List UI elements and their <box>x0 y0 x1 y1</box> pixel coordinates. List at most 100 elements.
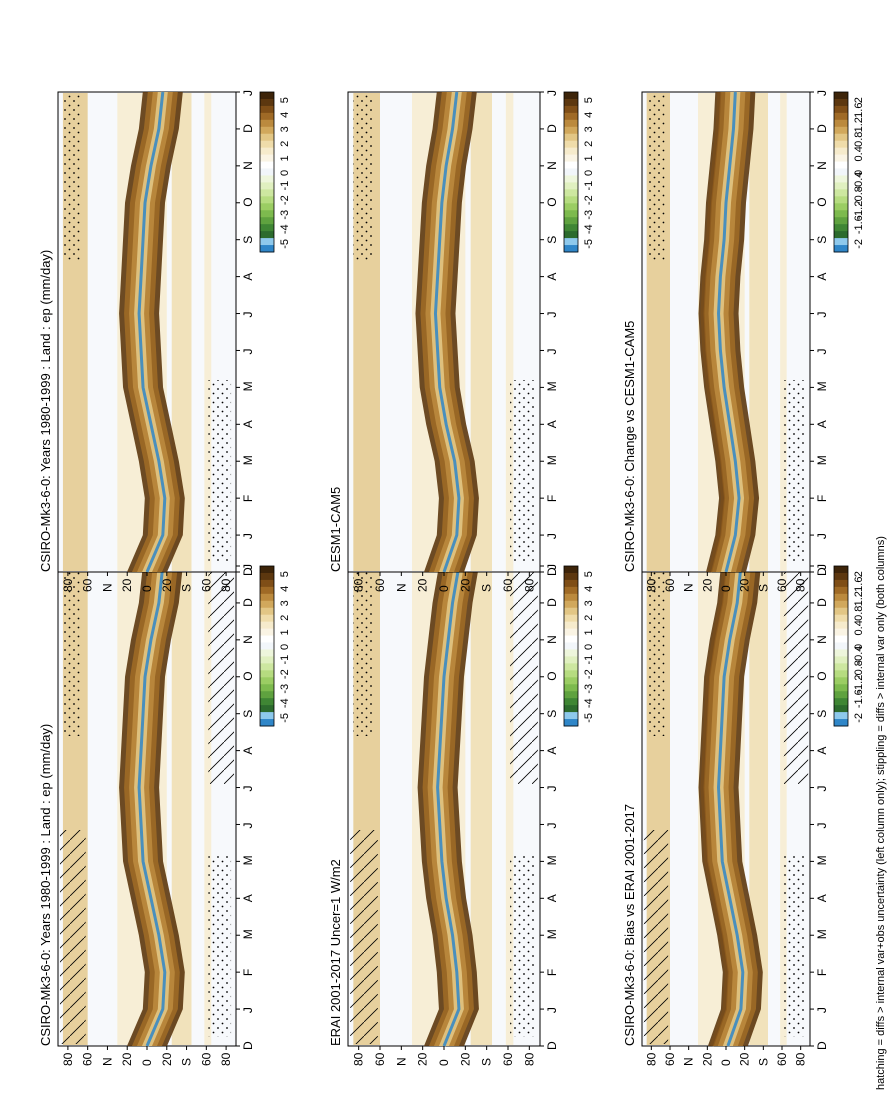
colorbar-swatch <box>260 182 274 190</box>
colorbar-swatch <box>564 175 578 183</box>
itcz-core <box>436 565 461 1047</box>
colorbar-swatch <box>834 691 848 699</box>
month-label: D <box>815 567 829 576</box>
colorbar-label: 4 <box>583 112 595 118</box>
colorbar-swatch <box>260 566 274 574</box>
colorbar-swatch <box>260 712 274 720</box>
month-label: J <box>545 786 559 792</box>
colorbar-label: -5 <box>583 239 595 249</box>
lat-tick-label: 20 <box>120 578 134 592</box>
lat-tick-label: 60 <box>373 578 387 592</box>
colorbar-swatch <box>564 112 578 121</box>
colorbar-frame <box>833 91 849 253</box>
stippling <box>62 94 82 262</box>
colorbar-label: 1 <box>279 629 291 635</box>
colorbar-label: 1.2 <box>853 117 865 132</box>
colorbar-swatch <box>834 245 848 253</box>
itcz-band <box>427 566 469 1046</box>
month-label: J <box>545 533 559 539</box>
colorbar-swatch <box>564 684 578 692</box>
month-label: J <box>815 822 829 828</box>
colorbar-swatch <box>564 126 578 135</box>
itcz-band <box>708 92 750 572</box>
colorbar-swatch <box>834 670 848 678</box>
colorbar-swatch <box>564 92 578 100</box>
colorbar-swatch <box>260 140 274 149</box>
month-label: D <box>815 598 829 607</box>
lat-tick-label: 80 <box>794 578 808 592</box>
colorbar-swatch <box>260 698 274 706</box>
colorbar-label: 1.6 <box>853 103 865 118</box>
month-label: J <box>545 312 559 318</box>
colorbar-label: 0 <box>583 644 595 650</box>
colorbar-swatch <box>834 238 848 246</box>
zonal-band <box>204 93 212 571</box>
colorbar-swatch <box>834 712 848 720</box>
colorbar-label: -1.6 <box>853 689 865 708</box>
colorbar-swatch <box>834 112 848 121</box>
colorbar-swatch <box>260 670 274 678</box>
colorbar-label: -3 <box>279 210 291 220</box>
month-label: N <box>241 161 255 170</box>
month-label: S <box>241 710 255 718</box>
colorbar-swatch <box>564 691 578 699</box>
footer-note: hatching = diffs > internal var+obs unce… <box>875 536 887 1090</box>
colorbar-label: 1.2 <box>853 591 865 606</box>
colorbar-swatch <box>260 154 274 163</box>
colorbar-swatch <box>260 614 274 623</box>
colorbar-swatch <box>260 621 274 630</box>
colorbar-swatch <box>564 224 578 232</box>
colorbar-swatch <box>834 649 848 657</box>
lat-tick-label: 20 <box>738 578 752 592</box>
colorbar-swatch <box>260 203 274 211</box>
lat-tick-label: 60 <box>775 578 789 592</box>
colorbar-label: -2 <box>583 195 595 205</box>
month-label: J <box>241 533 255 539</box>
colorbar-swatch <box>260 593 274 602</box>
colorbar-label: 3 <box>583 126 595 132</box>
colorbar-swatch <box>564 635 578 644</box>
month-label: D <box>241 124 255 133</box>
colorbar-swatch <box>564 579 578 588</box>
colorbar-swatch <box>260 126 274 135</box>
lat-tick-label: 60 <box>775 1052 789 1066</box>
month-label: M <box>241 455 255 465</box>
zonal-band <box>204 567 212 1045</box>
lat-tick-label: 0 <box>437 1059 451 1066</box>
month-label: M <box>545 855 559 865</box>
month-label: M <box>815 455 829 465</box>
colorbar-swatch <box>564 600 578 609</box>
colorbar-swatch <box>260 572 274 581</box>
month-label: J <box>241 822 255 828</box>
colorbar-swatch <box>834 182 848 190</box>
month-label: A <box>815 894 829 902</box>
colorbar-swatch <box>834 203 848 211</box>
colorbar-label: 3 <box>279 600 291 606</box>
colorbar-swatch <box>834 92 848 100</box>
zonal-band <box>780 567 787 1045</box>
colorbar-label: -3 <box>279 684 291 694</box>
itcz-band <box>713 566 748 1046</box>
stippling <box>353 568 374 736</box>
lat-tick-label: S <box>756 584 770 592</box>
colorbar-label: -4 <box>583 698 595 708</box>
month-label: J <box>815 564 829 570</box>
lat-tick-label: 60 <box>199 1052 213 1066</box>
colorbar-label: 0.8 <box>853 132 865 147</box>
colorbar-swatch <box>260 119 274 128</box>
month-label: F <box>815 495 829 502</box>
colorbar-swatch <box>564 656 578 664</box>
lat-tick-label: 20 <box>738 1052 752 1066</box>
month-label: M <box>815 381 829 391</box>
hatching <box>208 568 235 784</box>
month-label: F <box>815 969 829 976</box>
colorbar-swatch <box>834 147 848 156</box>
lat-tick-label: 20 <box>120 1052 134 1066</box>
colorbar-label: 2 <box>279 615 291 621</box>
panel-mk36_2: 80 60 N 20 0 20 S 60 80DJFMAMJJASONDJCSIRO-Mk3-6… <box>38 90 291 592</box>
lat-tick-label: 80 <box>219 578 233 592</box>
lat-tick-label: 0 <box>719 1059 733 1066</box>
colorbar-swatch <box>564 161 578 170</box>
month-label: J <box>815 786 829 792</box>
